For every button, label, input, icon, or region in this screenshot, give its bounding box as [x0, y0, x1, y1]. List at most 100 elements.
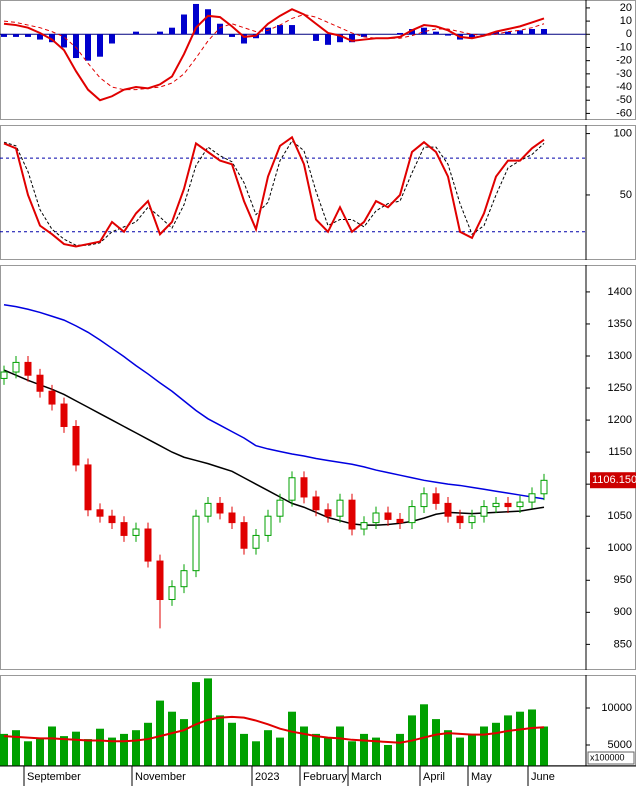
candle-body: [180, 570, 188, 588]
macd-histogram-bar: [337, 34, 343, 43]
y-tick-label: 950: [614, 574, 632, 586]
volume-bar: [312, 733, 320, 766]
macd-histogram-bar: [313, 34, 319, 41]
y-tick-label: -50: [616, 94, 632, 106]
macd-histogram-bar: [277, 25, 283, 35]
candle-body: [12, 361, 20, 373]
macd-histogram-bar: [181, 14, 187, 35]
y-tick-label: 1350: [608, 318, 632, 330]
macd-histogram-bar: [13, 34, 19, 37]
candle-body: [324, 509, 332, 517]
macd-histogram-bar: [409, 29, 415, 35]
macd-histogram-bar: [469, 34, 475, 39]
volume-bar: [48, 726, 56, 766]
volume-bar: [420, 704, 428, 766]
y-tick-label: 1300: [608, 350, 632, 362]
x-tick-label: April: [423, 771, 445, 783]
unit-box: [587, 751, 635, 765]
y-tick-label: 10000: [601, 702, 632, 714]
signal-line: [3, 13, 545, 91]
volume-bar: [264, 730, 272, 766]
candle-body: [492, 502, 500, 508]
volume-bar: [288, 711, 296, 766]
candle-body: [36, 374, 44, 392]
volume-bar: [252, 741, 260, 766]
x-tick-label: March: [351, 771, 382, 783]
candle-body: [276, 499, 284, 517]
volume-bar: [24, 741, 32, 766]
candle-body: [456, 515, 464, 524]
macd-histogram-bar: [445, 34, 451, 36]
volume-bar: [492, 722, 500, 766]
volume-bar: [108, 737, 116, 766]
volume-bar: [348, 741, 356, 766]
x-tick-label: February: [303, 771, 348, 783]
macd-histogram-bar: [217, 23, 223, 35]
volume-bar: [324, 737, 332, 766]
macd-histogram-bar: [325, 34, 331, 45]
volume-bar: [516, 711, 524, 766]
macd-histogram-bar: [529, 29, 535, 35]
candle-body: [372, 512, 380, 524]
candle-body: [384, 512, 392, 520]
macd-histogram-bar: [397, 32, 403, 35]
y-tick-label: 1400: [608, 286, 632, 298]
candle-body: [480, 506, 488, 517]
candle-body: [216, 502, 224, 514]
ma-long-line: [3, 303, 545, 500]
candle-body: [336, 499, 344, 517]
volume-bar: [276, 737, 284, 766]
macd-histogram-bar: [241, 34, 247, 44]
macd-histogram-bar: [85, 34, 91, 61]
macd-histogram-bar: [37, 34, 43, 40]
y-tick-label: 5000: [608, 739, 632, 751]
candle-body: [264, 515, 272, 536]
y-tick-label: 0: [626, 28, 632, 40]
candle-body: [204, 502, 212, 517]
macd-histogram-bar: [25, 34, 31, 37]
y-tick-label: -30: [616, 68, 632, 80]
macd-histogram-bar: [361, 34, 367, 37]
candle-body: [24, 361, 32, 376]
volume-ma-line: [3, 715, 545, 744]
macd-histogram-bar: [265, 27, 271, 35]
macd-histogram-bar: [517, 30, 523, 35]
macd-histogram-bar: [205, 9, 211, 35]
volume-bar: [336, 726, 344, 766]
candle-body: [348, 499, 356, 530]
macd-histogram-bar: [109, 34, 115, 44]
y-tick-label: 900: [614, 606, 632, 618]
volume-bar: [156, 700, 164, 766]
candle-body: [48, 390, 56, 405]
volume-bar: [528, 709, 536, 766]
macd-histogram-bar: [493, 31, 499, 35]
volume-bar: [180, 719, 188, 766]
candle-body: [300, 477, 308, 498]
volume-bar: [84, 739, 92, 766]
candle-body: [60, 403, 68, 427]
macd-histogram-bar: [49, 34, 55, 43]
macd-histogram-bar: [1, 34, 7, 37]
stoch-d-line: [3, 140, 545, 246]
candle-body: [516, 501, 524, 508]
y-tick-label: -60: [616, 107, 632, 119]
y-tick-label: 10: [620, 15, 632, 27]
candle-body: [528, 493, 536, 503]
volume-bar: [96, 728, 104, 766]
last-price-label: 1106.150: [592, 474, 636, 486]
volume-bar: [144, 722, 152, 766]
volume-bar: [360, 733, 368, 766]
macd-histogram-bar: [433, 31, 439, 35]
macd-histogram-bar: [541, 29, 547, 35]
volume-bar: [216, 715, 224, 766]
volume-bar: [504, 715, 512, 766]
volume-bar: [12, 730, 20, 766]
volume-bar: [372, 737, 380, 766]
y-tick-label: 1050: [608, 510, 632, 522]
y-tick-label: 1000: [608, 542, 632, 554]
macd-histogram-bar: [421, 27, 427, 35]
x-tick-label: 2023: [255, 771, 279, 783]
candle-body: [144, 528, 152, 562]
